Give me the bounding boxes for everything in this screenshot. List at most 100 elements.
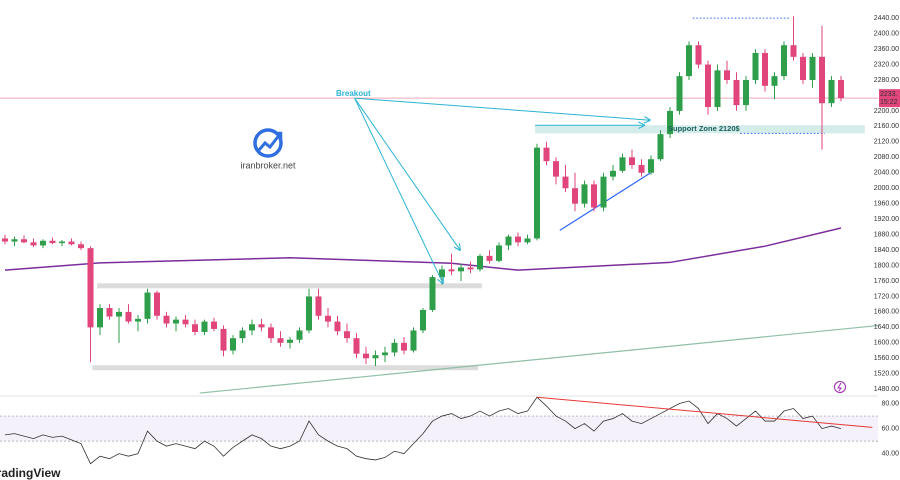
candle-body bbox=[30, 242, 37, 246]
candle-body bbox=[296, 330, 303, 340]
candle-body bbox=[220, 328, 227, 351]
candle-body bbox=[173, 319, 179, 324]
candle-body bbox=[59, 241, 65, 244]
candle-body bbox=[762, 52, 768, 86]
candle-body bbox=[125, 311, 132, 322]
candle-body bbox=[49, 240, 56, 244]
candle-body bbox=[695, 45, 702, 65]
candle-body bbox=[87, 248, 94, 328]
trendline bbox=[199, 324, 883, 394]
y-tick-label: 2280.00 bbox=[874, 77, 899, 84]
candle-body bbox=[315, 296, 322, 316]
y-tick-label: 2440.00 bbox=[874, 15, 899, 22]
candle-body bbox=[705, 64, 711, 108]
candle-body bbox=[40, 240, 46, 246]
candle-body bbox=[657, 134, 664, 160]
candle-body bbox=[809, 56, 816, 81]
candle-body bbox=[562, 176, 569, 189]
y-tick-label: 2080.00 bbox=[874, 154, 899, 161]
rsi-line bbox=[4, 396, 842, 465]
zone bbox=[97, 283, 482, 289]
candle-body bbox=[2, 238, 8, 242]
y-tick-label: 1480.00 bbox=[874, 386, 899, 393]
candle-body bbox=[467, 267, 474, 270]
breakout-label: Breakout bbox=[336, 89, 371, 98]
candle-body bbox=[287, 339, 293, 343]
arrow bbox=[354, 97, 443, 283]
candle-body bbox=[277, 338, 284, 343]
candle-body bbox=[581, 184, 588, 204]
candle-body bbox=[572, 188, 578, 204]
candle-body bbox=[781, 45, 787, 77]
candle-body bbox=[249, 324, 255, 331]
y-tick-label: 2320.00 bbox=[874, 61, 899, 68]
zone bbox=[92, 365, 479, 371]
candle-body bbox=[353, 338, 360, 354]
candle-body bbox=[828, 80, 835, 104]
candle-body bbox=[838, 80, 844, 99]
rsi-trendline bbox=[536, 396, 873, 428]
candle-body bbox=[790, 45, 797, 57]
candle-body bbox=[344, 331, 350, 339]
candle-body bbox=[629, 157, 635, 166]
candle-body bbox=[230, 338, 236, 351]
zone bbox=[535, 125, 865, 134]
y-tick-label: 1920.00 bbox=[874, 216, 899, 223]
price-label-bg bbox=[879, 89, 900, 108]
alert-icon bbox=[834, 381, 846, 393]
candle-body bbox=[543, 147, 550, 162]
y-tick-label: 1720.00 bbox=[874, 293, 899, 300]
y-tick-label: 2120.00 bbox=[874, 139, 899, 146]
candle-body bbox=[676, 76, 683, 111]
candle-body bbox=[686, 45, 692, 77]
candle-body bbox=[135, 318, 141, 322]
y-tick-label: 1800.00 bbox=[874, 262, 899, 269]
price-axis: 2440.00 2400.00 2360.00 2320.00 2280.00 2200.… bbox=[874, 15, 900, 458]
candle-body bbox=[743, 80, 749, 106]
y-tick-label: 1600.00 bbox=[874, 340, 899, 347]
candle-body bbox=[410, 330, 417, 351]
candle-body bbox=[458, 267, 464, 272]
y-tick-label: 2400.00 bbox=[874, 30, 899, 37]
moving-average bbox=[4, 227, 842, 271]
y-tick-label: 1560.00 bbox=[874, 355, 899, 362]
candle-body bbox=[201, 321, 208, 333]
candle-body bbox=[619, 157, 626, 171]
y-tick-label: 2200.00 bbox=[874, 108, 899, 115]
candle-body bbox=[382, 352, 388, 356]
candle-body bbox=[154, 292, 160, 316]
brand: TradingView bbox=[0, 466, 61, 480]
arrow bbox=[354, 97, 650, 120]
candle-body bbox=[724, 70, 730, 81]
rsi-pane bbox=[0, 395, 878, 465]
candle-body bbox=[182, 319, 189, 325]
candle-body bbox=[819, 56, 825, 104]
candle-body bbox=[334, 321, 341, 332]
candle-body bbox=[68, 241, 75, 245]
price-pane bbox=[0, 16, 883, 394]
candle-body bbox=[733, 80, 740, 106]
candle-body bbox=[714, 70, 721, 108]
y-tick-label: 1680.00 bbox=[874, 309, 899, 316]
y-tick-label: 1880.00 bbox=[874, 231, 899, 238]
candle-body bbox=[401, 342, 407, 351]
y-tick-label: 2160.00 bbox=[874, 123, 899, 130]
candle-body bbox=[97, 308, 103, 328]
candle-body bbox=[591, 184, 597, 208]
candle-body bbox=[144, 292, 151, 319]
candle-body bbox=[420, 309, 426, 331]
candle-body bbox=[752, 52, 759, 81]
rsi-tick-label: 40.00 bbox=[881, 451, 899, 458]
candle-body bbox=[163, 315, 170, 324]
candle-body bbox=[372, 355, 379, 359]
candle-body bbox=[439, 269, 445, 278]
logo bbox=[253, 128, 283, 158]
candle-body bbox=[600, 176, 607, 208]
candle-body bbox=[258, 324, 265, 328]
y-tick-label: 2360.00 bbox=[874, 46, 899, 53]
candle-body bbox=[648, 159, 654, 173]
watermark: iranbroker.net bbox=[240, 160, 296, 170]
y-tick-label: 1960.00 bbox=[874, 201, 899, 208]
candle-body bbox=[325, 315, 331, 322]
